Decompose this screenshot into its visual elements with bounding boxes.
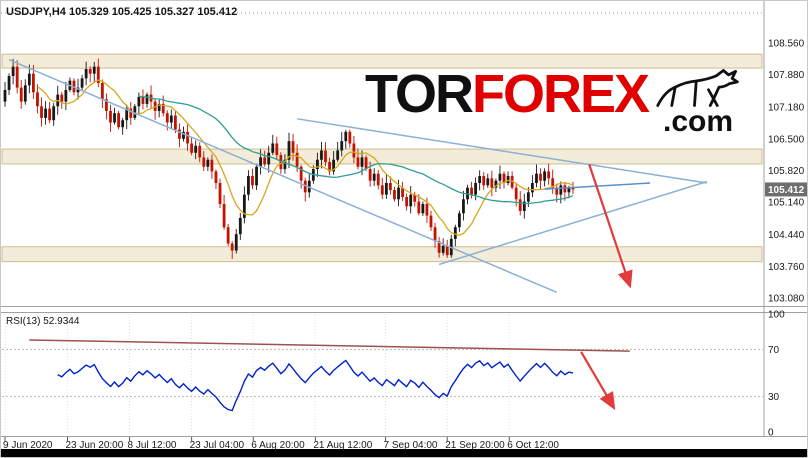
svg-text:7 Sep 04:00: 7 Sep 04:00 [384, 440, 438, 451]
svg-text:105.412: 105.412 [768, 185, 805, 196]
svg-text:105.820: 105.820 [768, 166, 805, 177]
svg-text:107.880: 107.880 [768, 70, 805, 81]
svg-text:9 Jun 2020: 9 Jun 2020 [3, 440, 53, 451]
current-price-tag [765, 182, 807, 197]
svg-text:6 Oct 12:00: 6 Oct 12:00 [507, 440, 559, 451]
svg-text:6 Aug 20:00: 6 Aug 20:00 [251, 440, 305, 451]
bull-bear-icon [656, 69, 739, 107]
rsi-forecast-arrow [580, 351, 616, 411]
svg-text:104.440: 104.440 [768, 230, 805, 241]
rsi-axis[interactable]: 100 70 30 0 [768, 310, 785, 439]
time-axis[interactable]: 9 Jun 2020 23 Jun 20:00 8 Jul 12:00 23 Jul … [3, 437, 559, 451]
ma-9-line [37, 79, 574, 236]
bottom-bar [1, 449, 807, 457]
svg-text:103.080: 103.080 [768, 293, 805, 304]
svg-text:103.760: 103.760 [768, 262, 805, 273]
rsi-indicator-label: RSI(13) 52.9344 [6, 316, 80, 327]
svg-text:108.560: 108.560 [768, 38, 805, 49]
watermark-com: .com [663, 105, 734, 138]
rsi-gridlines [4, 314, 510, 432]
rsi-line [57, 359, 574, 412]
svg-text:21 Sep 20:00: 21 Sep 20:00 [445, 440, 505, 451]
svg-text:100: 100 [768, 310, 785, 321]
svg-text:70: 70 [768, 345, 780, 356]
ma-34-line [138, 95, 574, 205]
svg-text:107.180: 107.180 [768, 103, 805, 114]
watermark-tor: TOR [365, 64, 474, 124]
svg-text:23 Jun 20:00: 23 Jun 20:00 [65, 440, 123, 451]
svg-text:8 Jul 12:00: 8 Jul 12:00 [128, 440, 177, 451]
price-axis[interactable]: 108.560 107.880 107.180 106.500 105.820 105.1… [765, 38, 808, 304]
svg-text:21 Aug 12:00: 21 Aug 12:00 [313, 440, 372, 451]
svg-text:30: 30 [768, 392, 780, 403]
support-resistance-zones [1, 53, 763, 263]
trendlines [8, 59, 708, 294]
svg-text:23 Jul 04:00: 23 Jul 04:00 [190, 440, 245, 451]
watermark-logo: TOR FOREX .com [365, 67, 742, 137]
watermark-forex: FOREX [472, 64, 650, 124]
svg-text:105.140: 105.140 [768, 198, 805, 209]
svg-text:106.500: 106.500 [768, 134, 805, 145]
svg-text:0: 0 [768, 428, 774, 439]
symbol-info-label: USDJPY,H4 105.329 105.425 105.327 105.41… [6, 6, 238, 18]
forecast-arrow-down [588, 164, 633, 289]
rsi-trendline [29, 339, 630, 352]
